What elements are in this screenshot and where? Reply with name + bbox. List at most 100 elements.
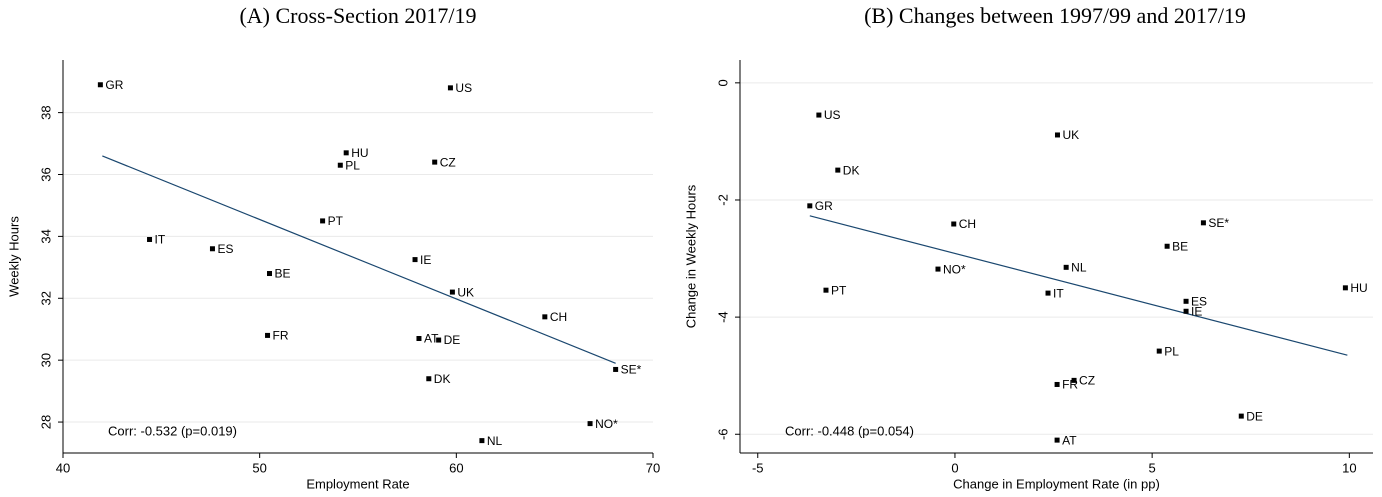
point bbox=[823, 287, 829, 293]
x-tick-label: 60 bbox=[449, 460, 463, 475]
point-label: FR bbox=[273, 329, 289, 343]
point-label: NL bbox=[1071, 261, 1087, 275]
point bbox=[447, 85, 453, 91]
point bbox=[416, 336, 422, 342]
point bbox=[587, 421, 593, 427]
point bbox=[449, 289, 455, 295]
point bbox=[426, 376, 432, 382]
point-label: BE bbox=[1172, 239, 1188, 253]
y-tick-label: 38 bbox=[38, 105, 53, 119]
x-axis-title: Employment Rate bbox=[306, 476, 409, 491]
point bbox=[951, 221, 957, 227]
point bbox=[209, 246, 215, 252]
point bbox=[1183, 308, 1189, 314]
point bbox=[542, 314, 548, 320]
fit-line bbox=[102, 155, 616, 364]
x-tick-label: 5 bbox=[1149, 460, 1156, 475]
y-tick-label: -2 bbox=[715, 194, 730, 206]
point bbox=[343, 150, 349, 156]
point-label: UK bbox=[457, 285, 474, 299]
point-label: CZ bbox=[440, 155, 456, 169]
x-tick-label: 0 bbox=[951, 460, 958, 475]
point bbox=[1045, 290, 1051, 296]
point bbox=[835, 167, 841, 173]
annotation: Corr: -0.532 (p=0.019) bbox=[108, 423, 237, 438]
annotation: Corr: -0.448 (p=0.054) bbox=[785, 423, 914, 438]
point-label: CH bbox=[550, 310, 567, 324]
x-tick-label: -5 bbox=[752, 460, 764, 475]
point bbox=[97, 82, 103, 88]
point-label: IT bbox=[155, 233, 166, 247]
y-tick-label: 34 bbox=[38, 229, 53, 243]
point bbox=[432, 159, 438, 165]
point-label: DE bbox=[444, 333, 461, 347]
y-axis-title: Change in Weekly Hours bbox=[683, 184, 698, 328]
point bbox=[1238, 413, 1244, 419]
y-tick-label: 30 bbox=[38, 353, 53, 367]
x-axis-title: Change in Employment Rate (in pp) bbox=[953, 476, 1160, 491]
point bbox=[1200, 220, 1206, 226]
point bbox=[1164, 243, 1170, 249]
point bbox=[337, 162, 343, 168]
point bbox=[267, 271, 272, 277]
y-tick-label: 0 bbox=[715, 79, 730, 86]
point bbox=[935, 266, 941, 272]
point-label: PT bbox=[831, 283, 847, 297]
point bbox=[1342, 285, 1348, 291]
point-label: DK bbox=[843, 163, 860, 177]
point-label: PT bbox=[328, 214, 344, 228]
x-tick-label: 40 bbox=[56, 460, 70, 475]
point-label: CH bbox=[959, 217, 976, 231]
point-label: PL bbox=[345, 158, 360, 172]
fit-line bbox=[809, 215, 1348, 356]
point-label: PL bbox=[1164, 344, 1179, 358]
x-tick-label: 10 bbox=[1342, 460, 1356, 475]
point-label: US bbox=[455, 81, 472, 95]
y-tick-label: -4 bbox=[715, 311, 730, 323]
y-tick-label: 32 bbox=[38, 291, 53, 305]
point-label: ES bbox=[217, 242, 233, 256]
point-label: CZ bbox=[1079, 374, 1095, 388]
point-label: DK bbox=[434, 372, 451, 386]
point bbox=[807, 203, 813, 209]
point-label: GR bbox=[815, 199, 833, 213]
point bbox=[1054, 132, 1060, 138]
point-label: DE bbox=[1246, 409, 1263, 423]
point-label: IT bbox=[1053, 286, 1064, 300]
point bbox=[816, 112, 822, 118]
point bbox=[613, 366, 619, 372]
point-label: IE bbox=[1191, 304, 1202, 318]
x-tick-label: 50 bbox=[252, 460, 266, 475]
point-label: GR bbox=[105, 78, 123, 92]
point bbox=[265, 332, 271, 338]
point bbox=[320, 218, 326, 224]
point bbox=[1071, 377, 1077, 383]
x-tick-label: 70 bbox=[646, 460, 660, 475]
point-label: UK bbox=[1062, 128, 1079, 142]
point bbox=[1063, 264, 1069, 270]
point bbox=[479, 438, 485, 444]
chart-title: (B) Changes between 1997/99 and 2017/19 bbox=[864, 3, 1246, 28]
y-tick-label: -6 bbox=[715, 428, 730, 440]
point bbox=[1054, 437, 1060, 443]
point-label: NL bbox=[487, 434, 503, 448]
point-label: HU bbox=[351, 146, 368, 160]
point-label: NO* bbox=[943, 262, 966, 276]
point bbox=[1054, 381, 1060, 387]
y-axis-title: Weekly Hours bbox=[6, 216, 21, 297]
point-label: AT bbox=[1062, 433, 1077, 447]
point bbox=[1183, 298, 1189, 304]
point-label: SE* bbox=[1208, 216, 1229, 230]
point-label: US bbox=[824, 108, 841, 122]
point-label: BE bbox=[275, 267, 291, 281]
chart-title: (A) Cross-Section 2017/19 bbox=[239, 3, 476, 28]
point-label: ES bbox=[1191, 294, 1207, 308]
point bbox=[1156, 348, 1162, 354]
point-label: SE* bbox=[621, 363, 642, 377]
point bbox=[147, 236, 153, 242]
point bbox=[412, 257, 418, 263]
y-tick-label: 36 bbox=[38, 167, 53, 181]
point bbox=[436, 337, 442, 343]
